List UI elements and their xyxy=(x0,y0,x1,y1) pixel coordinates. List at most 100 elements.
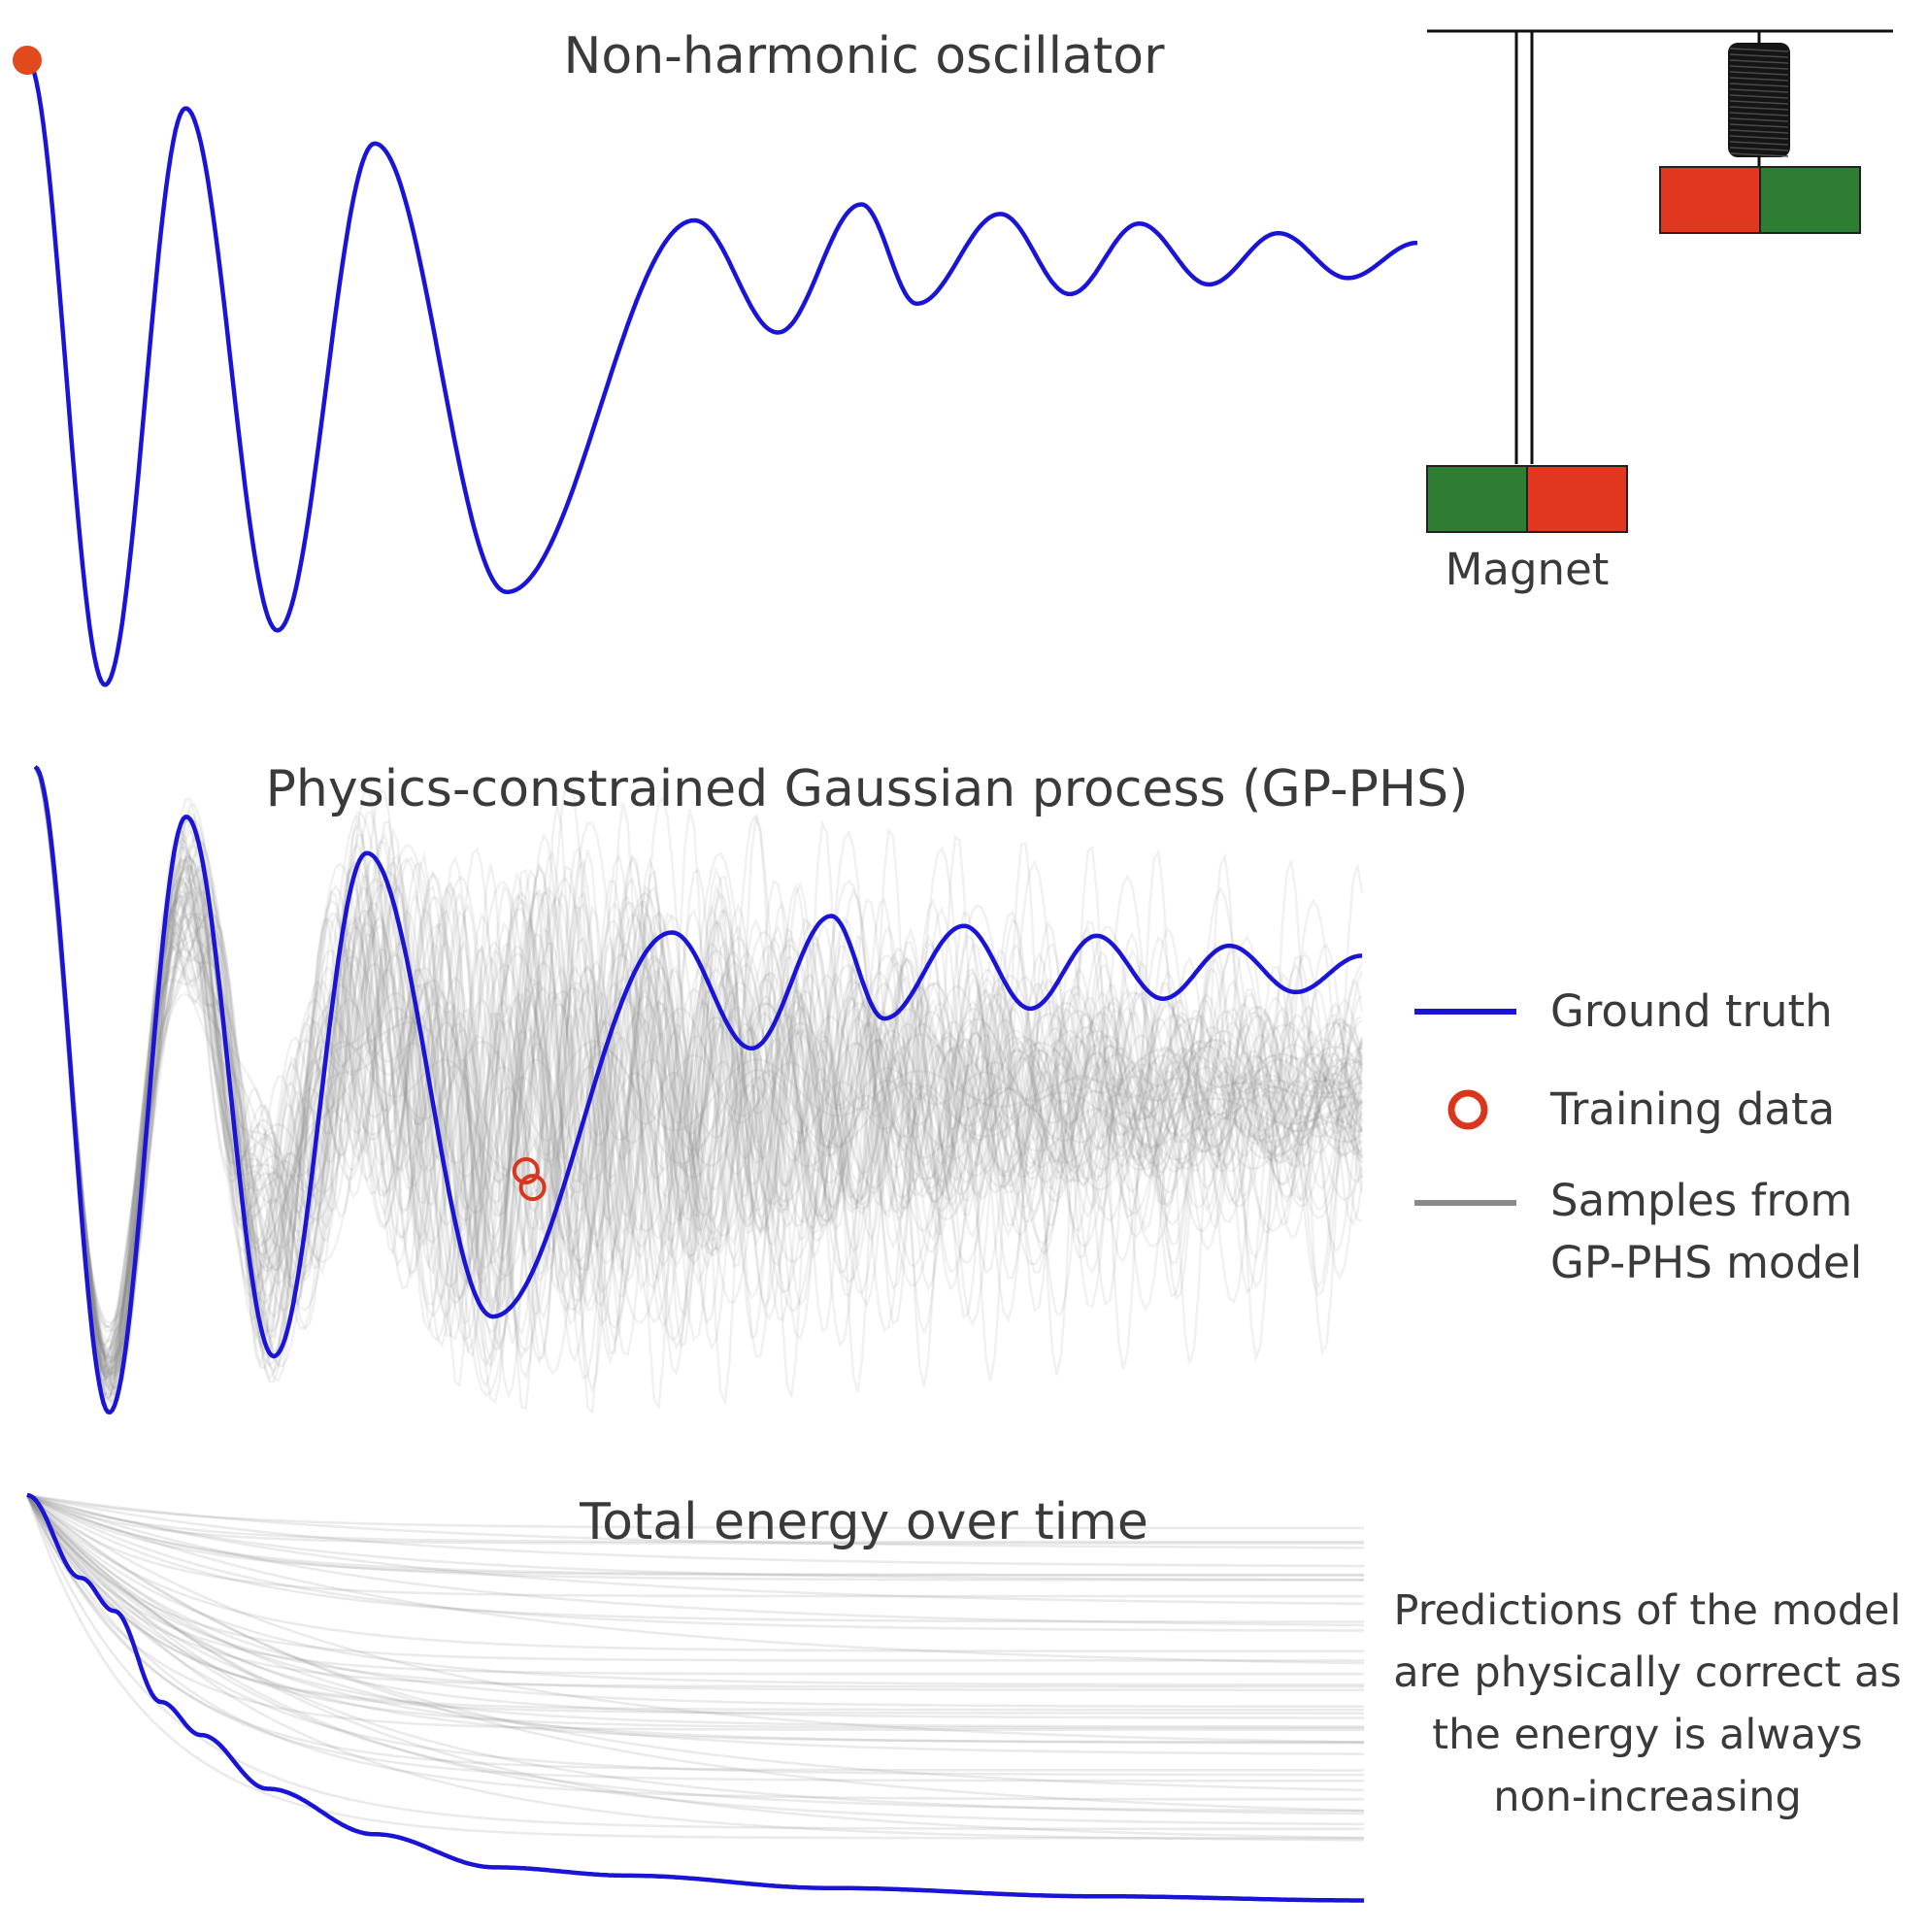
energy-sample-line xyxy=(26,1493,1364,1577)
energy-sample-line xyxy=(25,1494,1364,1715)
gp-sample-line xyxy=(33,766,1364,1400)
magnet-diagram: Magnet xyxy=(1426,29,1893,595)
gp-sample-line xyxy=(33,766,1363,1355)
gp-sample-line xyxy=(33,766,1364,1370)
energy-sample-line xyxy=(26,1494,1364,1686)
gp-sample-line xyxy=(33,766,1364,1351)
magnet-label: Magnet xyxy=(1446,544,1610,595)
gp-sample-line xyxy=(33,766,1363,1389)
energy-sample-line xyxy=(26,1494,1365,1792)
gp-sample-line xyxy=(33,766,1364,1397)
gp-sample-line xyxy=(33,766,1364,1376)
gp-sample-line xyxy=(33,766,1363,1401)
gp-sample-line xyxy=(33,766,1364,1400)
gp-sample-line xyxy=(33,766,1363,1366)
gp-sample-line xyxy=(33,766,1364,1353)
gp-sample-line xyxy=(33,766,1364,1374)
gp-sample-line xyxy=(33,766,1364,1382)
energy-panel: Total energy over time xyxy=(25,1492,1365,1903)
legend-samples-label-line1: Samples from xyxy=(1550,1175,1852,1226)
note-line-3: the energy is always xyxy=(1432,1711,1862,1759)
energy-sample-line xyxy=(25,1494,1364,1731)
gp-ground-truth-line xyxy=(33,765,1363,1415)
spring-turn xyxy=(1729,147,1789,151)
energy-sample-line xyxy=(25,1494,1364,1840)
energy-sample-line xyxy=(25,1494,1364,1688)
energy-sample-line xyxy=(26,1494,1364,1653)
gp-sample-line xyxy=(33,766,1363,1373)
oscillator-panel: Non-harmonic oscillator xyxy=(13,27,1418,687)
energy-sample-line xyxy=(25,1494,1364,1772)
spring-turn xyxy=(1729,112,1789,117)
gp-sample-line xyxy=(33,766,1364,1403)
gp-sample-line xyxy=(33,766,1364,1375)
energy-sample-line xyxy=(26,1493,1364,1577)
note-line-2: are physically correct as xyxy=(1393,1649,1902,1697)
gp-sample-line xyxy=(33,766,1363,1349)
hanging-magnet-green xyxy=(1759,166,1861,234)
oscillator-ground-truth-line xyxy=(25,58,1418,687)
gp-sample-line xyxy=(33,766,1364,1365)
spring-turn xyxy=(1729,106,1789,111)
spring-turn xyxy=(1729,123,1789,128)
gp-sample-line xyxy=(33,766,1363,1382)
energy-sample-line xyxy=(26,1493,1365,1627)
gp-sample-line xyxy=(33,766,1363,1378)
energy-sample-line xyxy=(25,1494,1364,1691)
legend-training-data-swatch xyxy=(1447,1089,1488,1130)
energy-sample-line xyxy=(26,1494,1364,1709)
spring-turn xyxy=(1729,77,1789,82)
energy-title: Total energy over time xyxy=(579,1493,1148,1551)
gp-sample-line xyxy=(33,766,1363,1390)
gp-sample-line xyxy=(33,766,1364,1396)
gp-sample-line xyxy=(33,766,1364,1408)
energy-sample-line xyxy=(26,1493,1364,1568)
spring-turn xyxy=(1729,141,1789,146)
energy-samples-group xyxy=(25,1493,1365,1842)
energy-sample-line xyxy=(26,1494,1364,1826)
gp-sample-line xyxy=(33,766,1364,1377)
gp-sample-line xyxy=(33,766,1364,1351)
energy-sample-line xyxy=(26,1493,1365,1744)
spring-turn xyxy=(1729,65,1789,70)
gp-sample-line xyxy=(33,766,1363,1396)
gp-sample-line xyxy=(33,766,1364,1375)
energy-sample-line xyxy=(25,1494,1364,1842)
gp-sample-line xyxy=(33,766,1363,1360)
gp-sample-line xyxy=(33,766,1363,1380)
gp-sample-line xyxy=(33,766,1363,1360)
energy-sample-line xyxy=(26,1493,1364,1549)
spring-body xyxy=(1728,43,1790,157)
energy-sample-line xyxy=(26,1493,1364,1530)
gp-sample-line xyxy=(33,766,1364,1381)
training-data-group xyxy=(512,1157,547,1202)
gp-sample-line xyxy=(33,766,1364,1379)
energy-sample-line xyxy=(26,1494,1365,1840)
training-data-point xyxy=(512,1157,540,1184)
energy-sample-line xyxy=(25,1494,1364,1777)
energy-sample-line xyxy=(26,1494,1364,1745)
gp-sample-line xyxy=(33,766,1364,1379)
gp-sample-line xyxy=(33,766,1363,1358)
energy-sample-line xyxy=(26,1494,1365,1813)
gp-sample-line xyxy=(33,766,1363,1382)
energy-sample-line xyxy=(26,1494,1364,1719)
energy-sample-line xyxy=(25,1494,1365,1813)
gp-sample-line xyxy=(33,766,1364,1364)
magnet-block-green xyxy=(1426,465,1528,533)
spring-turn xyxy=(1729,135,1789,140)
gp-sample-line xyxy=(33,766,1364,1415)
spring-turn xyxy=(1729,117,1789,122)
gp-sample-line xyxy=(33,766,1363,1360)
gp-sample-line xyxy=(33,766,1364,1370)
spring-turn xyxy=(1729,48,1789,52)
energy-sample-line xyxy=(25,1494,1364,1744)
spring-turn xyxy=(1729,152,1789,157)
energy-sample-line xyxy=(25,1494,1364,1730)
gp-sample-line xyxy=(33,766,1363,1382)
energy-sample-line xyxy=(25,1494,1364,1782)
legend: Ground truth Training data Samples from … xyxy=(1414,985,1862,1288)
gp-sample-line xyxy=(33,766,1363,1359)
energy-sample-line xyxy=(26,1493,1364,1544)
explanatory-note: Predictions of the model are physically … xyxy=(1393,1586,1902,1821)
